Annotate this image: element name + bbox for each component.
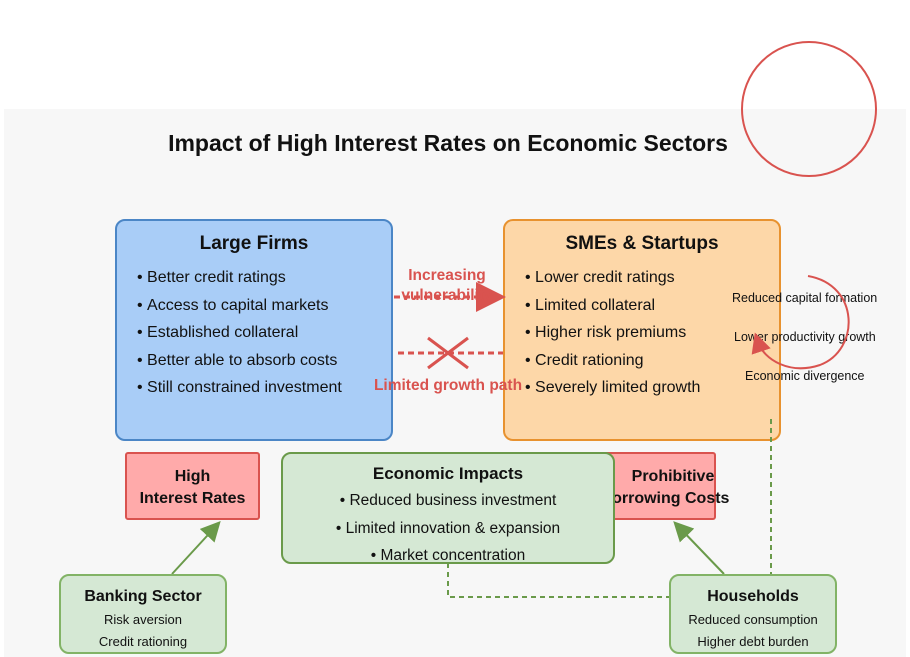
economic-impacts-bullet: • Reduced business investment [339,492,557,509]
households-box: Households Reduced consumption Higher de… [669,574,837,654]
smes-bullet: Limited collateral [525,292,700,320]
economic-impacts-bullet: • Limited innovation & expansion [335,519,561,537]
large-firms-bullet: Access to capital markets [137,292,342,320]
smes-bullet: Higher risk premiums [525,319,700,347]
economic-impacts-bullet: • Market concentration [370,547,526,565]
cycle-label-divergence: Economic divergence [745,369,865,383]
banking-line1: Risk aversion [103,612,183,627]
limited-growth-label: Limited growth path [373,377,523,394]
large-firms-list: Better credit ratings Access to capital … [137,264,342,402]
high-interest-rates-box: High Interest Rates [125,452,260,520]
large-firms-box: Large Firms Better credit ratings Access… [115,219,393,441]
prohibitive-line2: Borrowing Costs [600,490,730,507]
households-line2: Higher debt burden [697,634,809,649]
impacts-households-connector [447,563,669,598]
banking-line2: Credit rationing [98,634,188,649]
large-firms-bullet: Better able to absorb costs [137,347,342,375]
households-heading: Households [707,588,799,605]
large-firms-bullet: Still constrained investment [137,374,342,402]
economic-impacts-heading: Economic Impacts [372,464,524,483]
cycle-arrow [751,275,850,370]
prohibitive-line1: Prohibitive [631,468,715,485]
large-firms-heading: Large Firms [199,233,309,254]
increasing-vulnerability-label: Increasing vulnerability [386,266,508,300]
circle-decoration [741,41,877,177]
banking-to-rates-arrow [171,521,221,575]
high-rates-line2: Interest Rates [139,490,246,507]
households-to-costs-arrow [673,521,725,575]
smes-box: SMEs & Startups Lower credit ratings Lim… [503,219,781,441]
increasing-label-line1: Increasing [408,267,486,284]
high-rates-line1: High [174,468,211,485]
smes-bullet: Lower credit ratings [525,264,700,292]
economic-impacts-box: Economic Impacts • Reduced business inve… [281,452,615,564]
large-firms-bullet: Better credit ratings [137,264,342,292]
diagram-title: Impact of High Interest Rates on Economi… [168,130,728,156]
smes-heading: SMEs & Startups [565,233,719,254]
increasing-label-line2: vulnerability [401,287,493,300]
smes-list: Lower credit ratings Limited collateral … [525,264,700,402]
smes-bullet: Severely limited growth [525,374,700,402]
banking-sector-box: Banking Sector Risk aversion Credit rati… [59,574,227,654]
households-line1: Reduced consumption [688,612,818,627]
smes-bullet: Credit rationing [525,347,700,375]
large-firms-bullet: Established collateral [137,319,342,347]
banking-heading: Banking Sector [84,588,202,605]
blocked-x-icon [427,336,469,370]
